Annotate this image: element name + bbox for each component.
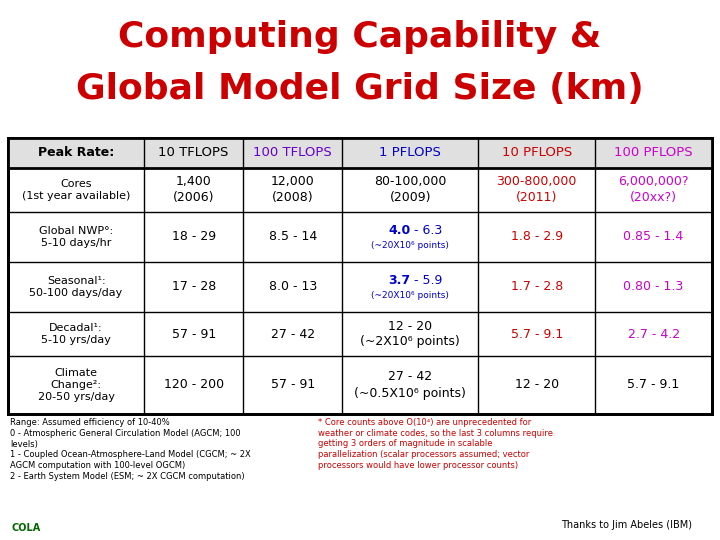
Text: 80-100,000
(2009): 80-100,000 (2009) — [374, 176, 446, 205]
Text: 100 PFLOPS: 100 PFLOPS — [614, 146, 693, 159]
Text: Cores
(1st year available): Cores (1st year available) — [22, 179, 130, 201]
Text: 3.7: 3.7 — [388, 273, 410, 287]
Text: 12,000
(2008): 12,000 (2008) — [271, 176, 315, 205]
Text: 12 - 20
(~2X10⁶ points): 12 - 20 (~2X10⁶ points) — [360, 320, 460, 348]
Text: 120 - 200: 120 - 200 — [163, 379, 224, 392]
Text: 6,000,000?
(20xx?): 6,000,000? (20xx?) — [618, 176, 689, 205]
Text: 5.7 - 9.1: 5.7 - 9.1 — [627, 379, 680, 392]
Text: 1 PFLOPS: 1 PFLOPS — [379, 146, 441, 159]
Text: 57 - 91: 57 - 91 — [171, 327, 216, 341]
Text: Peak Rate:: Peak Rate: — [38, 146, 114, 159]
Text: 17 - 28: 17 - 28 — [171, 280, 216, 294]
Text: Thanks to Jim Abeles (IBM): Thanks to Jim Abeles (IBM) — [562, 520, 693, 530]
Text: - 6.3: - 6.3 — [410, 224, 443, 237]
Text: 10 TFLOPS: 10 TFLOPS — [158, 146, 229, 159]
Text: * Core counts above O(10⁴) are unprecedented for
weather or climate codes, so th: * Core counts above O(10⁴) are unprecede… — [318, 418, 553, 470]
Text: 18 - 29: 18 - 29 — [171, 231, 216, 244]
Text: 300-800,000
(2011): 300-800,000 (2011) — [497, 176, 577, 205]
Text: Decadal¹:
5-10 yrs/day: Decadal¹: 5-10 yrs/day — [41, 323, 111, 345]
Text: 100 TFLOPS: 100 TFLOPS — [253, 146, 332, 159]
Text: 0.85 - 1.4: 0.85 - 1.4 — [624, 231, 684, 244]
Text: 4.0: 4.0 — [388, 224, 410, 237]
Text: Global NWP°:
5-10 days/hr: Global NWP°: 5-10 days/hr — [39, 226, 113, 248]
Text: 8.5 - 14: 8.5 - 14 — [269, 231, 317, 244]
Text: 27 - 42: 27 - 42 — [271, 327, 315, 341]
Text: 5.7 - 9.1: 5.7 - 9.1 — [510, 327, 563, 341]
Text: Climate
Change²:
20-50 yrs/day: Climate Change²: 20-50 yrs/day — [37, 368, 114, 402]
Text: Range: Assumed efficiency of 10-40%
0 - Atmospheric General Circulation Model (A: Range: Assumed efficiency of 10-40% 0 - … — [10, 418, 251, 481]
Text: 2.7 - 4.2: 2.7 - 4.2 — [628, 327, 680, 341]
Text: (~20X10⁶ points): (~20X10⁶ points) — [372, 291, 449, 300]
Text: 57 - 91: 57 - 91 — [271, 379, 315, 392]
Text: 1.8 - 2.9: 1.8 - 2.9 — [510, 231, 563, 244]
Text: 10 PFLOPS: 10 PFLOPS — [502, 146, 572, 159]
Text: 0.80 - 1.3: 0.80 - 1.3 — [624, 280, 684, 294]
Text: Global Model Grid Size (km): Global Model Grid Size (km) — [76, 72, 644, 106]
Text: 8.0 - 13: 8.0 - 13 — [269, 280, 317, 294]
Bar — [8, 138, 712, 168]
Text: 1.7 - 2.8: 1.7 - 2.8 — [510, 280, 563, 294]
Text: 1,400
(2006): 1,400 (2006) — [173, 176, 215, 205]
Text: COLA: COLA — [12, 523, 41, 533]
Text: 27 - 42
(~0.5X10⁶ points): 27 - 42 (~0.5X10⁶ points) — [354, 370, 466, 400]
Text: Seasonal¹:
50-100 days/day: Seasonal¹: 50-100 days/day — [30, 276, 122, 298]
Text: - 5.9: - 5.9 — [410, 273, 443, 287]
Bar — [8, 138, 712, 414]
Text: Computing Capability &: Computing Capability & — [118, 20, 602, 54]
Text: (~20X10⁶ points): (~20X10⁶ points) — [372, 240, 449, 249]
Text: 12 - 20: 12 - 20 — [515, 379, 559, 392]
